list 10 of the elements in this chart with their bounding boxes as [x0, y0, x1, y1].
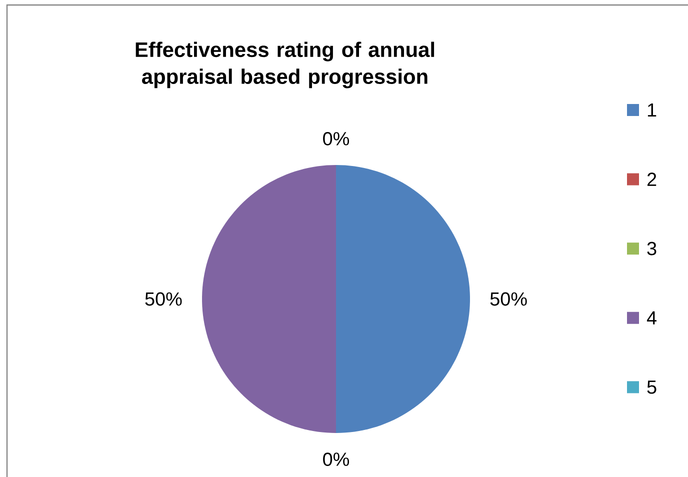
- data-label: 50%: [490, 292, 527, 306]
- legend-label: 4: [646, 311, 656, 324]
- legend-label: 5: [647, 380, 656, 394]
- legend-label: 1: [648, 103, 656, 116]
- legend-label: 3: [647, 242, 656, 256]
- data-label: 50%: [145, 292, 182, 306]
- chart-title: Effectiveness rating of annual appraisal based progression: [136, 42, 434, 88]
- legend-label: 2: [647, 172, 656, 186]
- text: 0%: [323, 452, 350, 466]
- text: 0%: [323, 132, 350, 146]
